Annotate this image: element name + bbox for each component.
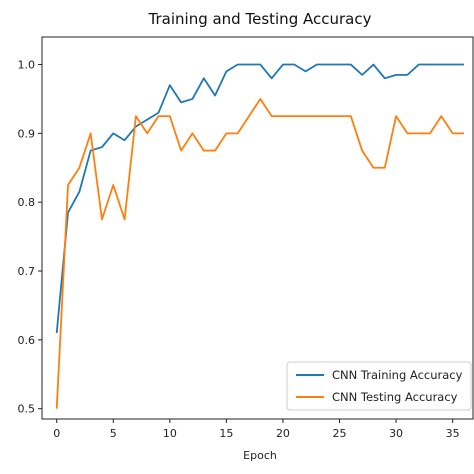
x-axis-label: Epoch — [243, 449, 277, 462]
x-tick-label: 35 — [446, 427, 460, 440]
x-tick-label: 15 — [219, 427, 233, 440]
series-layer — [55, 63, 464, 409]
y-tick-label: 0.9 — [18, 127, 36, 140]
plot-area-frame — [41, 36, 474, 420]
legend-label-testing: CNN Testing Accuracy — [332, 390, 458, 404]
x-tick-label: 25 — [333, 427, 347, 440]
y-axis-ticks: 0.5 0.6 0.7 0.8 0.9 1.0 — [18, 59, 42, 416]
x-axis-ticks: 0 5 10 15 20 25 30 35 — [53, 419, 460, 440]
series-line-training — [55, 63, 464, 334]
chart-title: Training and Testing Accuracy — [148, 10, 372, 28]
series-line-testing — [55, 98, 464, 409]
x-tick-label: 5 — [110, 427, 117, 440]
legend-label-training: CNN Training Accuracy — [332, 368, 463, 382]
y-tick-label: 0.8 — [18, 196, 36, 209]
x-tick-label: 0 — [53, 427, 60, 440]
legend: CNN Training Accuracy CNN Testing Accura… — [286, 361, 472, 411]
x-tick-label: 20 — [276, 427, 290, 440]
x-tick-label: 10 — [163, 427, 177, 440]
x-tick-label: 30 — [389, 427, 403, 440]
legend-box — [286, 361, 472, 411]
y-tick-label: 0.5 — [18, 403, 36, 416]
y-tick-label: 0.6 — [18, 334, 36, 347]
y-tick-label: 1.0 — [18, 59, 36, 72]
y-tick-label: 0.7 — [18, 265, 36, 278]
